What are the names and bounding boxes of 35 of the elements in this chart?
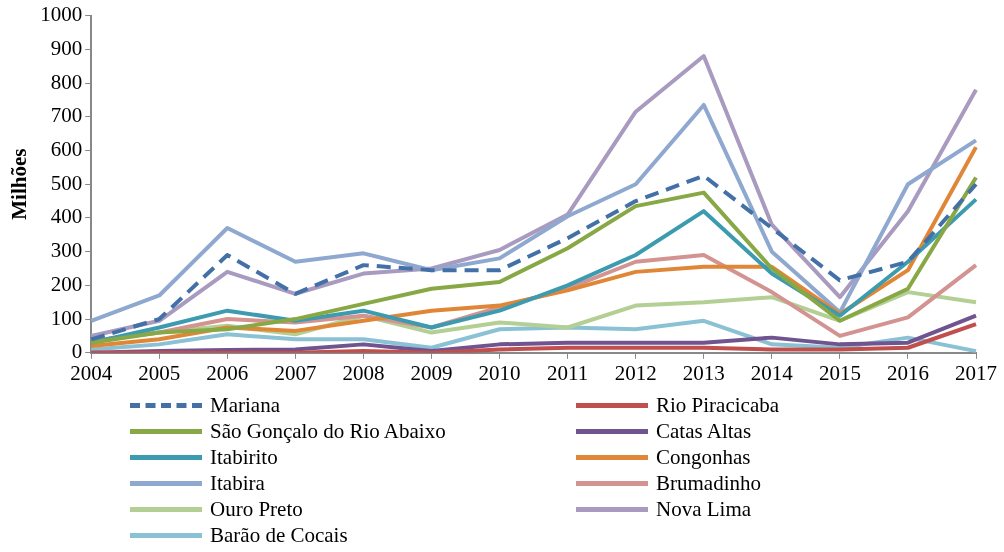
legend-label: Mariana — [210, 392, 280, 418]
x-tick-label: 2005 — [138, 360, 181, 385]
x-tick-label: 2010 — [478, 360, 521, 385]
legend-label: Ouro Preto — [210, 496, 303, 522]
y-tick-label: 500 — [50, 170, 83, 195]
legend-label: Itabira — [210, 470, 265, 496]
x-tick-label: 2011 — [547, 360, 589, 385]
x-tick-label: 2007 — [274, 360, 317, 385]
x-tick-label: 2016 — [886, 360, 929, 385]
legend-label: Brumadinho — [656, 470, 761, 496]
y-tick-label: 800 — [50, 69, 83, 94]
legend-label: São Gonçalo do Rio Abaixo — [210, 418, 446, 444]
legend-label: Rio Piracicaba — [656, 392, 780, 418]
y-tick-label: 700 — [50, 103, 83, 128]
legend-label: Nova Lima — [656, 496, 752, 522]
x-tick-label: 2006 — [206, 360, 249, 385]
x-tick-label: 2012 — [614, 360, 657, 385]
y-tick-label: 600 — [50, 137, 83, 161]
y-tick-label: 400 — [50, 204, 83, 229]
legend-label: Itabirito — [210, 444, 278, 470]
y-tick-label: 300 — [50, 238, 83, 263]
y-tick-label: 100 — [50, 305, 83, 330]
x-tick-label: 2008 — [342, 360, 385, 385]
legend-label: Catas Altas — [656, 418, 752, 444]
x-tick-label: 2014 — [750, 360, 794, 385]
legend-label: Barão de Cocais — [210, 522, 348, 548]
y-tick-label: 200 — [50, 271, 83, 296]
x-tick-label: 2013 — [682, 360, 725, 385]
x-tick-label: 2015 — [818, 360, 861, 385]
x-tick-label: 2009 — [410, 360, 453, 385]
y-tick-label: 900 — [50, 35, 83, 60]
y-tick-label: 1000 — [40, 2, 83, 27]
legend-label: Congonhas — [656, 444, 751, 470]
x-tick-label: 2017 — [955, 360, 997, 385]
y-axis-title: Milhões — [7, 148, 32, 220]
